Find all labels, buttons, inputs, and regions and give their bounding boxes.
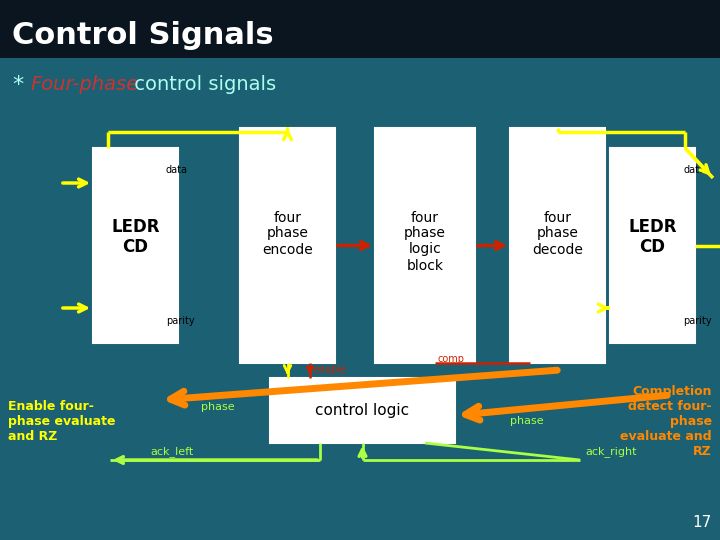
Bar — [93, 148, 178, 343]
Text: phase: phase — [202, 402, 235, 412]
Text: data: data — [166, 165, 188, 175]
Text: phase: phase — [510, 415, 544, 426]
Text: 17: 17 — [693, 515, 712, 530]
Text: phase: phase — [266, 226, 308, 240]
Text: data: data — [683, 165, 705, 175]
Text: phase: phase — [404, 226, 446, 240]
Text: comp: comp — [437, 354, 464, 364]
Text: four: four — [274, 211, 302, 225]
Bar — [510, 128, 605, 363]
Text: decode: decode — [532, 242, 583, 256]
Text: CD: CD — [639, 239, 665, 256]
Text: Four-phase: Four-phase — [30, 76, 138, 94]
Text: CD: CD — [122, 239, 148, 256]
Bar — [610, 148, 695, 343]
Bar — [375, 128, 475, 363]
Bar — [240, 128, 335, 363]
Text: four: four — [544, 211, 572, 225]
Text: Completion
detect four-
phase
evaluate and
RZ: Completion detect four- phase evaluate a… — [621, 385, 712, 458]
Text: control logic: control logic — [315, 403, 410, 418]
Text: logic: logic — [409, 242, 441, 256]
Text: encode: encode — [262, 242, 313, 256]
Text: ack_left: ack_left — [150, 447, 193, 457]
Text: *: * — [12, 75, 23, 95]
Text: parity: parity — [166, 316, 194, 326]
Text: phase: phase — [536, 226, 578, 240]
Text: four: four — [411, 211, 439, 225]
Text: ack_right: ack_right — [585, 447, 636, 457]
Bar — [0, 0, 720, 58]
Text: parity: parity — [683, 316, 711, 326]
Text: Control Signals: Control Signals — [12, 22, 274, 51]
Text: Enable four-
phase evaluate
and RZ: Enable four- phase evaluate and RZ — [8, 400, 115, 443]
Text: block: block — [407, 259, 444, 273]
Text: enable: enable — [313, 365, 346, 375]
Bar — [270, 378, 455, 443]
Text: control signals: control signals — [128, 76, 276, 94]
Text: LEDR: LEDR — [629, 219, 677, 237]
Text: LEDR: LEDR — [112, 219, 160, 237]
